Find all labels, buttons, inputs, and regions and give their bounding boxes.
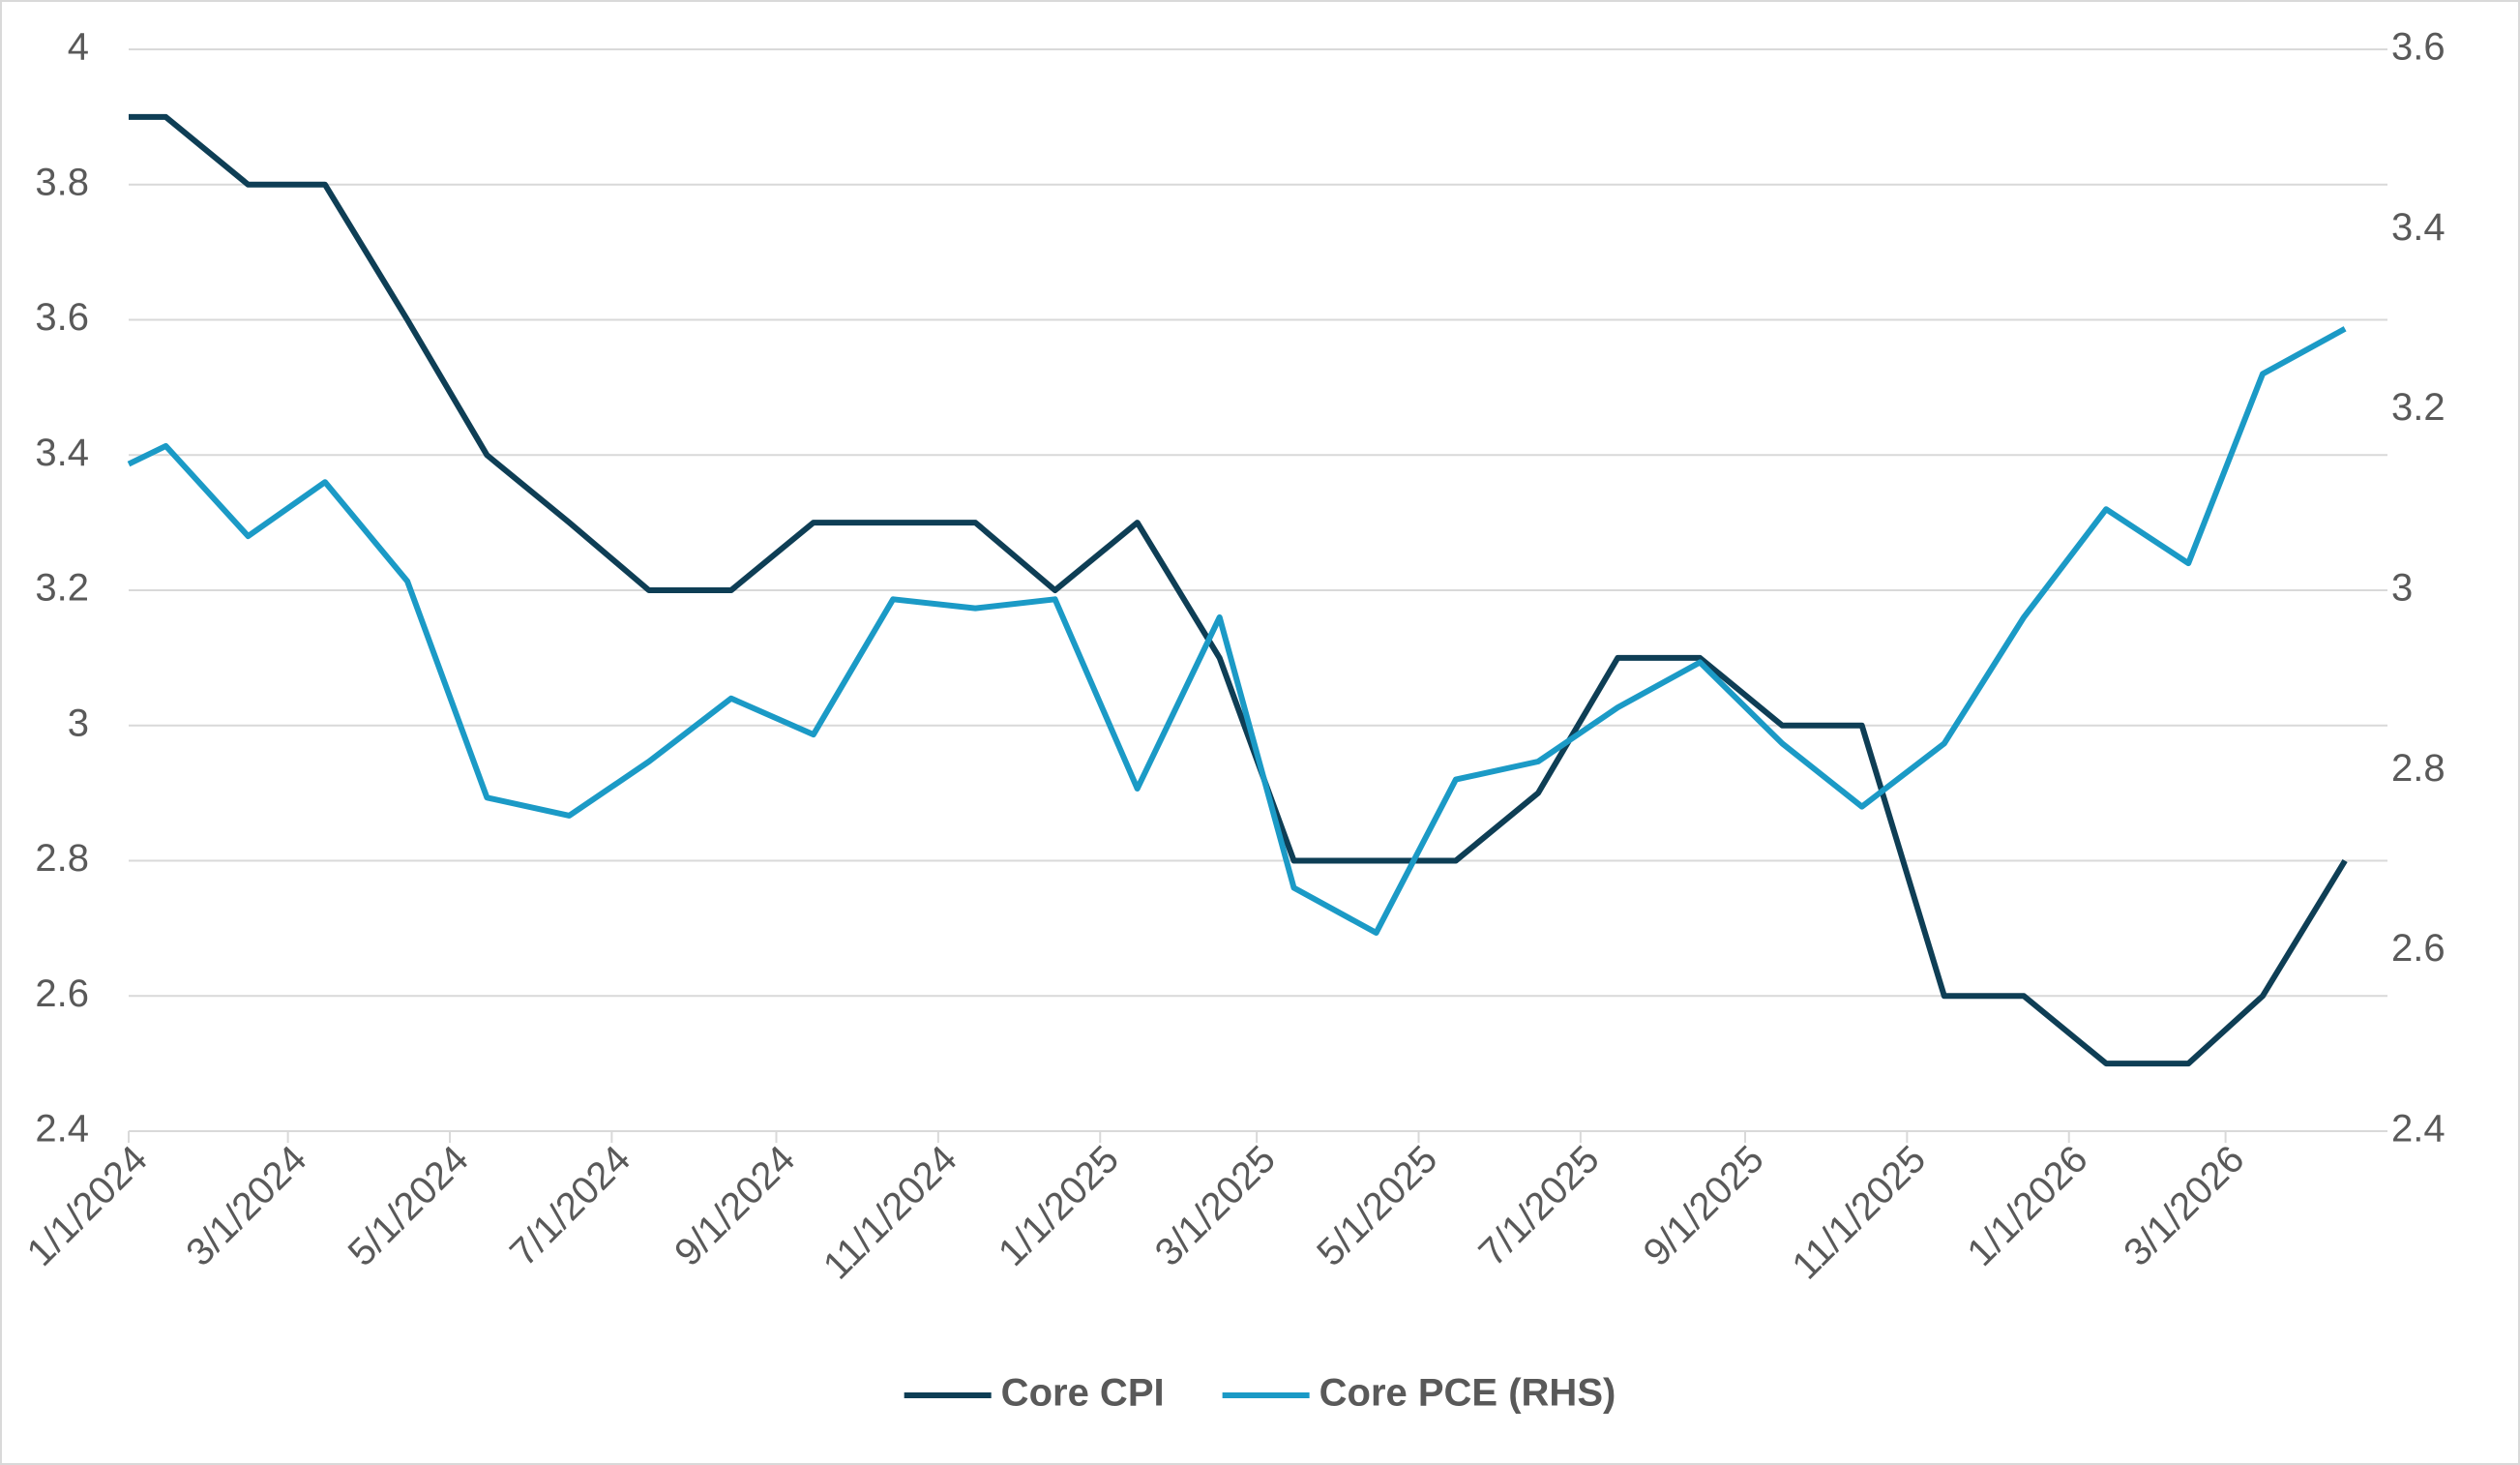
- y2-tick-label: 2.6: [2391, 927, 2446, 970]
- y-tick-label: 3.6: [35, 296, 89, 339]
- legend-label: Core CPI: [1001, 1372, 1165, 1415]
- y-tick-label: 3: [68, 702, 89, 744]
- legend-label: Core PCE (RHS): [1319, 1372, 1616, 1415]
- y-tick-label: 3.2: [35, 567, 89, 610]
- y2-tick-label: 3.2: [2391, 386, 2446, 429]
- y-tick-label: 2.8: [35, 837, 89, 880]
- y-tick-label: 2.6: [35, 972, 89, 1015]
- line-series: [127, 326, 2347, 936]
- line-series: [129, 113, 2348, 1067]
- legend-item: Core CPI: [904, 1372, 1165, 1415]
- y-tick-label: 3.4: [35, 432, 89, 474]
- y2-tick-label: 2.4: [2391, 1108, 2446, 1151]
- y2-tick-label: 3.6: [2391, 26, 2446, 69]
- legend-item: Core PCE (RHS): [1222, 1372, 1616, 1415]
- y-tick-label: 2.4: [35, 1108, 89, 1151]
- y-tick-label: 3.8: [35, 161, 89, 203]
- y2-tick-label: 3.4: [2391, 206, 2446, 249]
- y-tick-label: 4: [68, 26, 89, 69]
- y2-tick-label: 2.8: [2391, 747, 2446, 790]
- y2-tick-label: 3: [2391, 567, 2413, 610]
